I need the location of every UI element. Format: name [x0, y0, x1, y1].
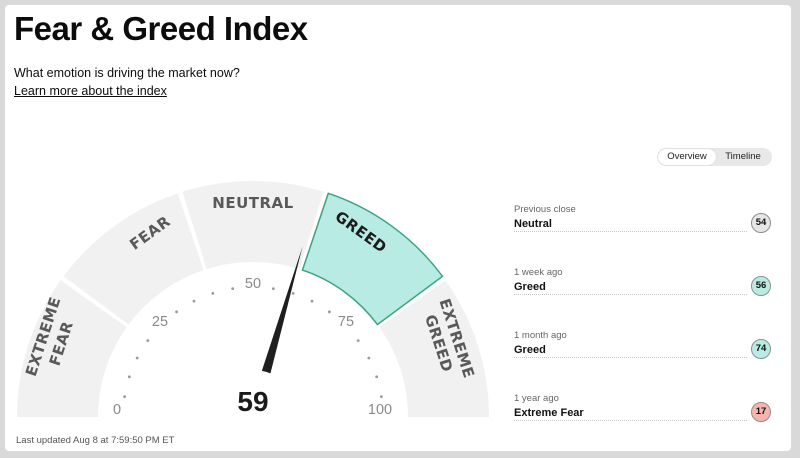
- gauge-tick-dot: [123, 395, 127, 399]
- history-score-badge: 17: [751, 402, 771, 422]
- history-period: 1 year ago: [514, 393, 559, 404]
- gauge-value: 59: [237, 386, 268, 417]
- tick-label-50: 50: [245, 276, 261, 292]
- gauge-tick-dot: [231, 287, 235, 291]
- dotted-leader: [514, 420, 747, 421]
- dotted-leader: [514, 231, 747, 232]
- gauge-tick-dot: [135, 356, 139, 360]
- gauge-tick-dot: [146, 339, 150, 342]
- gauge-needle: [259, 246, 303, 379]
- gauge-tick-dot: [127, 375, 131, 379]
- gauge-tick-dot: [211, 291, 215, 295]
- dotted-leader: [514, 294, 747, 295]
- gauge-tick-dot: [379, 395, 383, 399]
- history-1-year-ago: 1 year ago Extreme Fear 17: [514, 393, 771, 427]
- gauge-tick-dot: [271, 287, 275, 291]
- history-1-week-ago: 1 week ago Greed 56: [514, 267, 771, 301]
- tick-label-0: 0: [113, 402, 121, 418]
- tick-label-100: 100: [368, 402, 392, 418]
- gauge-tick-dot: [310, 299, 314, 303]
- segment-label-neutral: NEUTRAL: [212, 194, 293, 212]
- gauge-tick-dot: [367, 356, 371, 360]
- history-score-badge: 54: [751, 213, 771, 233]
- history-score-badge: 74: [751, 339, 771, 359]
- fear-greed-gauge: EXTREME FEAR FEAR NEUTRAL GREED EXTREME …: [17, 181, 489, 451]
- gauge-segment-extreme-fear: [17, 280, 127, 417]
- gauge-segment-fear: [63, 193, 204, 325]
- tick-label-75: 75: [338, 314, 354, 330]
- last-updated: Last updated Aug 8 at 7:59:50 PM ET: [16, 435, 175, 446]
- page-subtitle: What emotion is driving the market now?: [14, 66, 240, 80]
- history-rating: Greed: [514, 344, 546, 356]
- tick-label-25: 25: [152, 314, 168, 330]
- history-period: Previous close: [514, 204, 576, 215]
- gauge-tick-dot: [328, 310, 331, 314]
- history-period: 1 week ago: [514, 267, 563, 278]
- timeline-tab[interactable]: Timeline: [725, 151, 761, 162]
- view-toggle: Overview Timeline: [657, 148, 772, 166]
- gauge-tick-dot: [375, 375, 379, 379]
- gauge-segment-neutral: [182, 181, 324, 270]
- overview-tab[interactable]: Overview: [658, 149, 716, 165]
- history-rating: Neutral: [514, 218, 552, 230]
- gauge-segment-extreme-greed: [379, 280, 489, 417]
- gauge-tick-dot: [192, 299, 196, 303]
- history-score-badge: 56: [751, 276, 771, 296]
- dotted-leader: [514, 357, 747, 358]
- history-1-month-ago: 1 month ago Greed 74: [514, 330, 771, 364]
- fear-greed-panel: Fear & Greed Index What emotion is drivi…: [5, 5, 791, 451]
- learn-more-link[interactable]: Learn more about the index: [14, 84, 167, 98]
- gauge-segment-greed: [301, 192, 444, 326]
- gauge-tick-dot: [356, 339, 360, 342]
- history-rating: Extreme Fear: [514, 407, 584, 419]
- history-previous-close: Previous close Neutral 54: [514, 204, 771, 238]
- gauge-hub: [206, 370, 300, 451]
- gauge-tick-dot: [291, 291, 295, 295]
- history-period: 1 month ago: [514, 330, 567, 341]
- history-rating: Greed: [514, 281, 546, 293]
- page-title: Fear & Greed Index: [14, 10, 308, 47]
- gauge-tick-dot: [175, 310, 178, 314]
